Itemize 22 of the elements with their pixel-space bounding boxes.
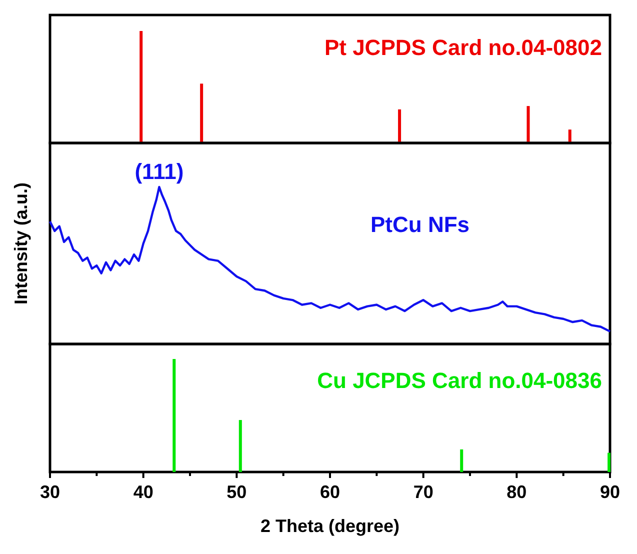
x-axis-title: 2 Theta (degree) xyxy=(260,516,400,536)
bar xyxy=(398,109,402,143)
x-tick-label: 70 xyxy=(413,482,434,502)
annotation: (111) xyxy=(134,159,184,184)
text: PtCu NFs xyxy=(370,212,470,237)
bar xyxy=(200,84,204,143)
x-tick-label: 50 xyxy=(226,482,247,502)
x-tick-label: 60 xyxy=(320,482,340,502)
bar xyxy=(526,106,530,143)
bar xyxy=(172,359,176,472)
bar xyxy=(608,452,611,472)
y-axis-title: Intensity (a.u.) xyxy=(11,182,31,305)
x-tick-label: 80 xyxy=(506,482,527,502)
bar xyxy=(568,130,572,143)
bar xyxy=(238,420,242,472)
text: Pt JCPDS Card no.04-0802 xyxy=(324,35,602,60)
x-tick-label: 90 xyxy=(600,482,620,502)
text: Cu JCPDS Card no.04-0836 xyxy=(317,368,602,393)
bar xyxy=(460,449,464,472)
x-tick-label: 30 xyxy=(40,482,60,502)
bar xyxy=(140,31,143,143)
x-tick-label: 40 xyxy=(133,482,154,502)
